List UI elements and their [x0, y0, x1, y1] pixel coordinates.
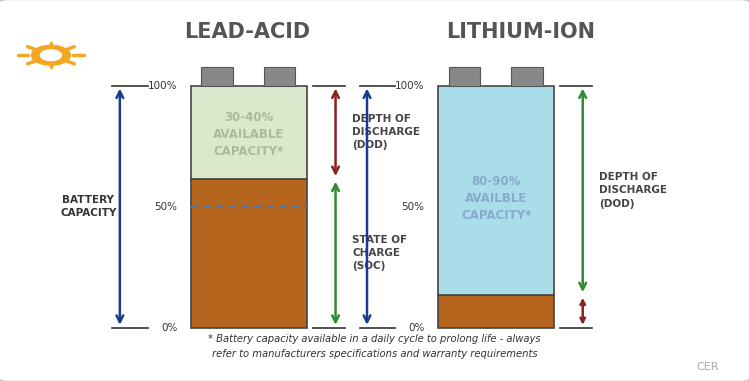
Text: 50%: 50%: [154, 202, 178, 212]
Text: refer to manufacturers specifications and warranty requirements: refer to manufacturers specifications an…: [212, 349, 537, 359]
Circle shape: [31, 45, 70, 65]
Text: 30-40%
AVAILABLE
CAPACITY*: 30-40% AVAILABLE CAPACITY*: [213, 110, 285, 158]
Text: STATE OF
CHARGE
(SOC): STATE OF CHARGE (SOC): [352, 235, 407, 272]
Bar: [191, 86, 307, 179]
Bar: [191, 179, 307, 328]
Text: LITHIUM-ION: LITHIUM-ION: [446, 22, 595, 42]
Text: 100%: 100%: [395, 81, 425, 91]
Text: 0%: 0%: [408, 323, 425, 333]
Text: 80-90%
AVAILBLE
CAPACITY*: 80-90% AVAILBLE CAPACITY*: [461, 175, 531, 222]
Bar: [201, 67, 233, 86]
Text: 0%: 0%: [161, 323, 178, 333]
Text: 100%: 100%: [148, 81, 178, 91]
Circle shape: [40, 50, 61, 61]
Text: * Battery capacity available in a daily cycle to prolong life - always: * Battery capacity available in a daily …: [208, 334, 541, 344]
Bar: [264, 67, 295, 86]
Bar: [438, 86, 554, 295]
Bar: [512, 67, 542, 86]
Text: DEPTH OF
DISCHARGE
(DOD): DEPTH OF DISCHARGE (DOD): [352, 114, 420, 150]
Text: LEAD-ACID: LEAD-ACID: [184, 22, 310, 42]
Bar: [438, 295, 554, 328]
Text: DEPTH OF
DISCHARGE
(DOD): DEPTH OF DISCHARGE (DOD): [599, 172, 667, 208]
Bar: [449, 67, 480, 86]
Text: 50%: 50%: [401, 202, 425, 212]
Text: CER: CER: [697, 362, 719, 371]
Text: BATTERY
CAPACITY: BATTERY CAPACITY: [60, 195, 117, 218]
